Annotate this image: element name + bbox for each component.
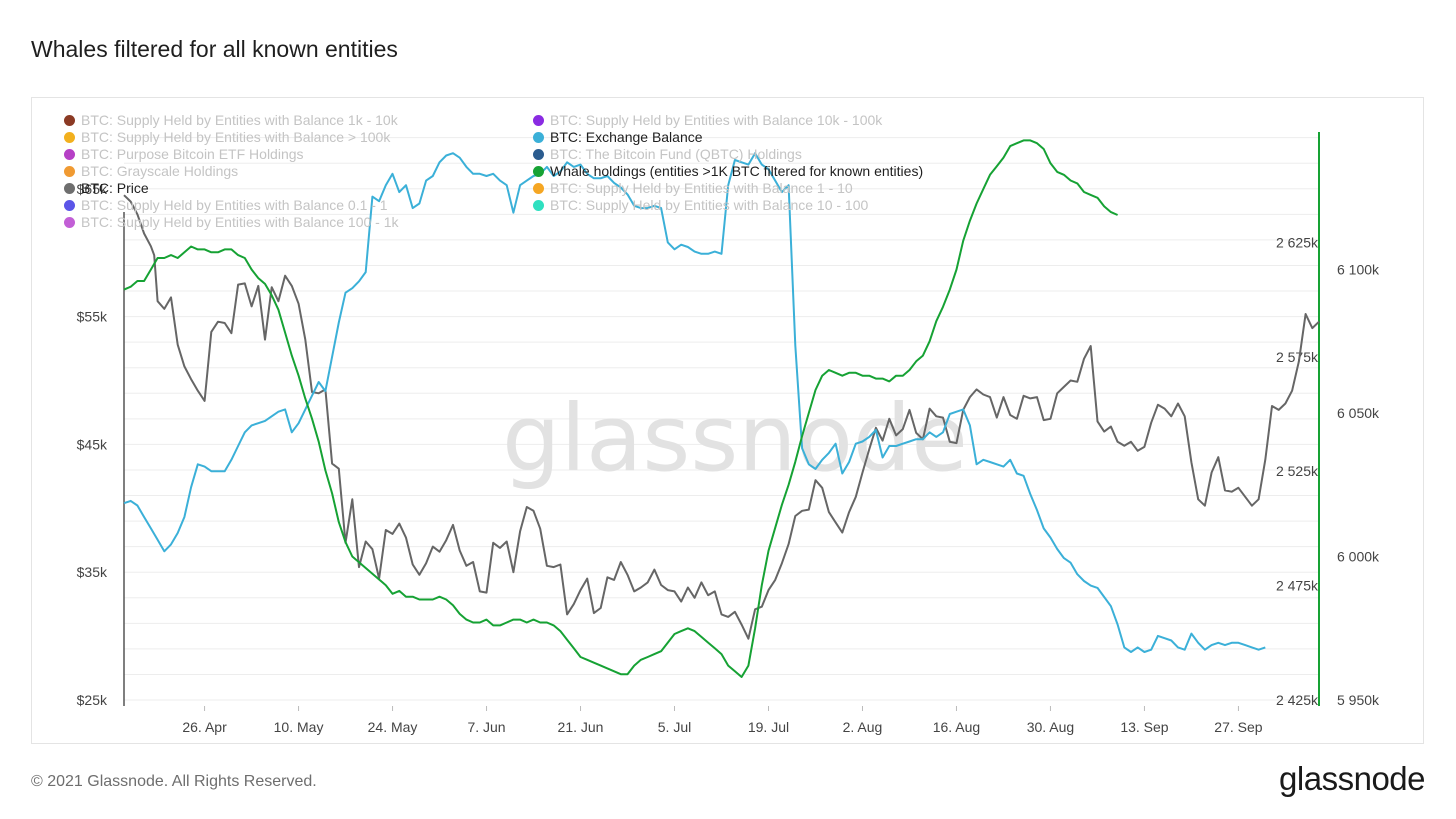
legend-label: BTC: Purpose Bitcoin ETF Holdings: [81, 146, 304, 162]
legend-label: BTC: Price: [81, 180, 149, 196]
y-right-inner-tick-label: 2 525k: [1276, 463, 1319, 479]
legend-swatch: [64, 148, 75, 160]
y-left-tick-label: $25k: [77, 692, 108, 708]
legend-swatch: [533, 199, 544, 211]
x-tick-label: 16. Aug: [933, 719, 981, 735]
x-tick-label: 13. Sep: [1120, 719, 1168, 735]
x-tick-label: 7. Jun: [467, 719, 505, 735]
legend-swatch: [533, 114, 544, 126]
legend-item[interactable]: BTC: Exchange Balance: [533, 129, 703, 145]
x-tick-label: 2. Aug: [843, 719, 883, 735]
legend-item[interactable]: BTC: Supply Held by Entities with Balanc…: [64, 214, 399, 230]
whale-holdings-series-line[interactable]: [123, 139, 1118, 678]
legend-item[interactable]: BTC: Supply Held by Entities with Balanc…: [64, 197, 388, 213]
legend-label: BTC: Supply Held by Entities with Balanc…: [550, 197, 869, 213]
legend-item[interactable]: Whale holdings (entities >1K BTC filtere…: [533, 163, 923, 179]
legend-swatch: [64, 216, 75, 228]
legend-swatch: [64, 131, 75, 143]
legend-item[interactable]: BTC: Supply Held by Entities with Balanc…: [64, 112, 398, 128]
y-left-tick-label: $35k: [77, 564, 108, 580]
legend-label: BTC: Supply Held by Entities with Balanc…: [550, 112, 883, 128]
y-right-inner-tick-label: 2 575k: [1276, 349, 1319, 365]
legend-label: BTC: Supply Held by Entities with Balanc…: [81, 214, 399, 230]
legend-item[interactable]: BTC: The Bitcoin Fund (QBTC) Holdings: [533, 146, 802, 162]
price-series-line[interactable]: [123, 194, 1320, 640]
x-tick-label: 30. Aug: [1027, 719, 1075, 735]
y-left-tick-label: $45k: [77, 436, 108, 452]
chart-frame: [31, 97, 1424, 744]
legend-swatch: [533, 148, 544, 160]
y-right-outer-tick-label: 6 000k: [1337, 549, 1380, 565]
y-right-inner-tick-label: 2 475k: [1276, 578, 1319, 594]
y-left-tick-label: $65k: [77, 181, 108, 197]
y-right-outer-tick-label: 6 100k: [1337, 262, 1380, 278]
watermark-text: glassnode: [502, 385, 968, 492]
legend-label: BTC: The Bitcoin Fund (QBTC) Holdings: [550, 146, 802, 162]
legend-swatch: [64, 182, 75, 194]
y-right-inner-tick-label: 2 425k: [1276, 692, 1319, 708]
legend-item[interactable]: BTC: Supply Held by Entities with Balanc…: [64, 129, 390, 145]
legend-item[interactable]: BTC: Supply Held by Entities with Balanc…: [533, 112, 882, 128]
legend: BTC: Supply Held by Entities with Balanc…: [0, 112, 1456, 232]
x-tick-label: 24. May: [368, 719, 418, 735]
legend-swatch: [64, 199, 75, 211]
legend-swatch: [64, 165, 75, 177]
legend-label: BTC: Supply Held by Entities with Balanc…: [550, 180, 853, 196]
x-tick-label: 21. Jun: [558, 719, 604, 735]
legend-item[interactable]: BTC: Price: [64, 180, 149, 196]
legend-label: Whale holdings (entities >1K BTC filtere…: [550, 163, 924, 179]
legend-swatch: [533, 131, 544, 143]
legend-swatch: [533, 182, 544, 194]
legend-label: BTC: Supply Held by Entities with Balanc…: [81, 129, 391, 145]
legend-item[interactable]: BTC: Grayscale Holdings: [64, 163, 238, 179]
x-tick-label: 10. May: [274, 719, 324, 735]
footer-copyright: © 2021 Glassnode. All Rights Reserved.: [31, 773, 317, 790]
x-tick-label: 19. Jul: [748, 719, 789, 735]
legend-swatch: [64, 114, 75, 126]
y-right-inner-tick-label: 2 625k: [1276, 234, 1319, 250]
legend-swatch: [533, 165, 544, 177]
x-tick-label: 26. Apr: [182, 719, 227, 735]
x-tick-label: 27. Sep: [1214, 719, 1262, 735]
footer-logo[interactable]: glassnode: [1279, 760, 1425, 797]
x-tick-label: 5. Jul: [658, 719, 691, 735]
legend-item[interactable]: BTC: Supply Held by Entities with Balanc…: [533, 197, 868, 213]
y-right-outer-tick-label: 5 950k: [1337, 692, 1380, 708]
page-title: Whales filtered for all known entities: [31, 36, 398, 62]
legend-label: BTC: Supply Held by Entities with Balanc…: [81, 197, 388, 213]
y-right-outer-tick-label: 6 050k: [1337, 405, 1380, 421]
legend-label: BTC: Exchange Balance: [550, 129, 703, 145]
legend-item[interactable]: BTC: Supply Held by Entities with Balanc…: [533, 180, 853, 196]
legend-label: BTC: Grayscale Holdings: [81, 163, 239, 179]
legend-label: BTC: Supply Held by Entities with Balanc…: [81, 112, 398, 128]
chart-svg: glassnode $25k $35k $45k $55k $65k 2 425k 2 475…: [77, 132, 1380, 735]
legend-item[interactable]: BTC: Purpose Bitcoin ETF Holdings: [64, 146, 304, 162]
exchange-balance-series-line[interactable]: [123, 152, 1266, 653]
y-left-tick-label: $55k: [77, 309, 108, 325]
